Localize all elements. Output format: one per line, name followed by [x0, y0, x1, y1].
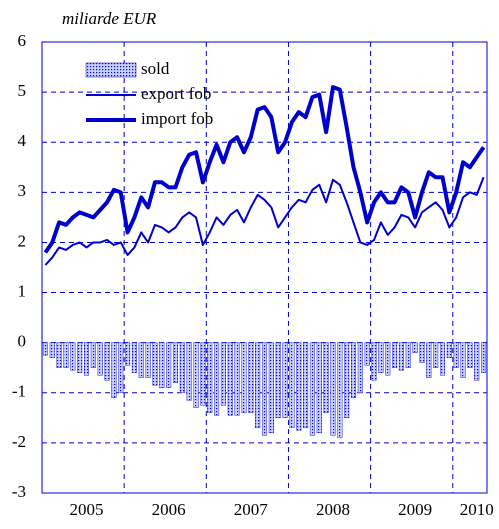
bar — [255, 342, 261, 429]
bar — [268, 342, 274, 434]
y-tick-label: 5 — [18, 81, 27, 100]
bar — [241, 342, 247, 414]
y-tick-label: -1 — [12, 382, 26, 401]
x-tick-label: 2007 — [234, 500, 269, 519]
legend-label: export fob — [141, 84, 211, 103]
bar — [220, 342, 226, 406]
bar — [111, 342, 117, 398]
bar — [392, 342, 398, 368]
y-tick-label: 3 — [18, 181, 27, 200]
bar — [138, 342, 144, 378]
bar — [439, 342, 446, 376]
bar — [227, 342, 233, 416]
bar — [474, 342, 480, 381]
plot-frame — [41, 41, 488, 494]
bar — [70, 342, 76, 371]
bar — [159, 342, 165, 388]
x-tick-label: 2005 — [70, 500, 104, 519]
bar — [131, 342, 137, 373]
bar — [83, 342, 90, 376]
bar — [446, 342, 452, 358]
bar — [398, 342, 404, 371]
legend-label: import fob — [141, 109, 213, 128]
bar — [412, 342, 418, 353]
y-tick-label: 6 — [18, 31, 27, 50]
line — [43, 85, 486, 254]
bar — [234, 342, 240, 416]
bar — [296, 342, 302, 431]
legend-swatch — [85, 62, 137, 78]
y-tick-label: 0 — [18, 332, 27, 351]
bar — [303, 342, 309, 429]
bar — [364, 342, 370, 366]
bar — [357, 342, 363, 393]
y-tick-label: 4 — [18, 131, 27, 150]
bar — [419, 342, 425, 363]
bar — [145, 342, 151, 378]
bar — [186, 342, 192, 401]
bar — [275, 342, 281, 419]
bar — [453, 342, 459, 368]
bar — [378, 342, 384, 373]
bar — [207, 342, 213, 414]
bar — [97, 342, 103, 376]
bar — [118, 342, 124, 393]
y-tick-label: 2 — [18, 231, 27, 250]
bar — [481, 342, 487, 373]
bar — [405, 342, 411, 368]
line — [44, 176, 485, 266]
bar — [56, 342, 62, 368]
bar — [90, 342, 96, 368]
bar — [371, 342, 377, 381]
bar — [316, 342, 322, 434]
x-tick-label: 2010 — [460, 500, 494, 519]
bar — [323, 342, 329, 414]
bar — [460, 342, 466, 378]
bar — [104, 342, 110, 381]
bar — [166, 342, 172, 388]
bar — [77, 342, 83, 373]
y-tick-label: 1 — [18, 281, 27, 300]
x-tick-label: 2008 — [316, 500, 350, 519]
bar — [179, 342, 185, 393]
bar — [214, 342, 220, 416]
x-tick-label: 2009 — [398, 500, 432, 519]
legend-label: sold — [141, 59, 170, 78]
bar — [309, 342, 315, 436]
bar — [125, 342, 131, 366]
bar — [172, 342, 179, 383]
bar — [426, 342, 432, 378]
bar — [344, 342, 350, 419]
bar — [282, 342, 288, 419]
bar — [467, 342, 473, 368]
bar — [330, 342, 336, 436]
bar — [63, 342, 69, 368]
bar — [337, 342, 343, 439]
bar — [193, 342, 199, 409]
bar — [248, 342, 254, 414]
chart-title: miliarde EUR — [62, 9, 157, 28]
bar — [200, 342, 206, 406]
bar — [385, 342, 391, 376]
y-tick-label: -3 — [12, 482, 26, 501]
bar — [289, 342, 295, 429]
bar — [42, 342, 48, 356]
bar — [261, 342, 268, 436]
bar — [350, 342, 357, 398]
bar — [433, 342, 439, 368]
x-tick-label: 2006 — [152, 500, 186, 519]
bar — [49, 342, 55, 358]
bar — [152, 342, 158, 386]
y-tick-label: -2 — [12, 432, 26, 451]
